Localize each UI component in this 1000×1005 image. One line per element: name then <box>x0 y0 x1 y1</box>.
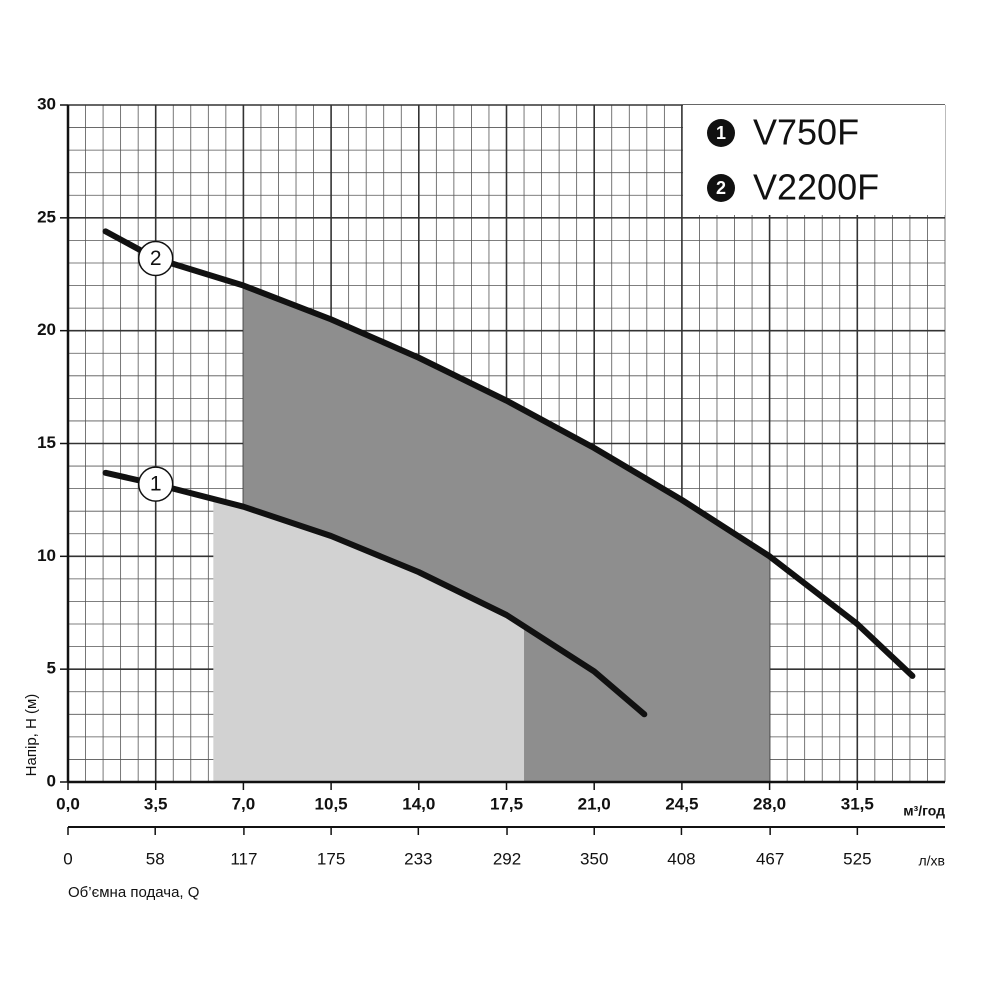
y-tick-label: 0 <box>47 771 56 790</box>
x2-tick-label: 117 <box>230 849 257 868</box>
x-tick-label: 17,5 <box>490 794 523 813</box>
x-label: Об’ємна подача, Q <box>68 884 199 901</box>
y-tick-label: 30 <box>37 94 56 113</box>
legend-badge <box>707 174 735 202</box>
x-tick-label: 24,5 <box>665 794 698 813</box>
y-tick-label: 5 <box>47 659 56 678</box>
curve-marker-label: 1 <box>150 473 162 496</box>
y-tick-label: 20 <box>37 320 56 339</box>
x-tick-label: 3,5 <box>144 794 168 813</box>
legend-badge-label: 2 <box>716 178 726 198</box>
x-tick-label: 0,0 <box>56 794 80 813</box>
y-tick-label: 25 <box>37 207 56 226</box>
x2-tick-label: 0 <box>63 849 72 868</box>
x-tick-label: 31,5 <box>841 794 874 813</box>
y-tick-label: 15 <box>37 433 56 452</box>
x-tick-label: 21,0 <box>578 794 611 813</box>
x2-tick-label: 525 <box>843 849 871 868</box>
x2-tick-label: 292 <box>493 849 521 868</box>
curve-marker-label: 2 <box>150 247 162 270</box>
legend-label: V2200F <box>753 167 879 208</box>
operating-range <box>213 498 525 782</box>
x2-tick-label: 467 <box>756 849 784 868</box>
shading <box>213 285 770 782</box>
x-tick-label: 14,0 <box>402 794 435 813</box>
legend-badge-label: 1 <box>716 123 726 143</box>
x2-tick-label: 58 <box>146 849 165 868</box>
x-tick-label: 7,0 <box>232 794 256 813</box>
x2-tick-label: 408 <box>667 849 695 868</box>
x-tick-label: 10,5 <box>315 794 348 813</box>
legend-label: V750F <box>753 112 859 153</box>
x2-tick-label: 175 <box>317 849 345 868</box>
y-tick-label: 10 <box>37 546 56 565</box>
x2-tick-label: 233 <box>404 849 432 868</box>
x-tick-label: 28,0 <box>753 794 786 813</box>
y-label: Напір, H (м) <box>23 694 40 777</box>
curve <box>102 228 916 679</box>
x2-tick-label: 350 <box>580 849 608 868</box>
curve-marker <box>137 466 174 502</box>
legend-badge <box>707 119 735 147</box>
curve-marker <box>137 240 174 277</box>
x2-unit: л/хв <box>919 853 946 869</box>
x-unit: м³/год <box>903 803 945 819</box>
